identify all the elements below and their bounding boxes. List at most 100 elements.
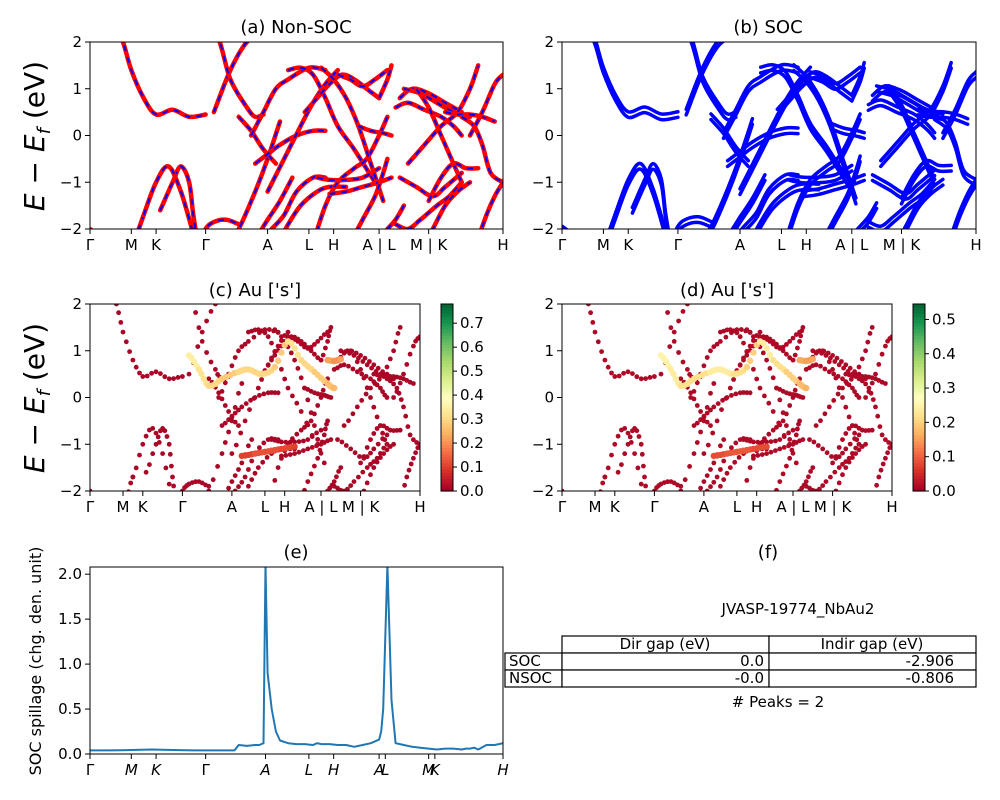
proj-point <box>292 451 297 456</box>
proj-point <box>369 365 374 371</box>
colorbar-cell <box>441 335 453 339</box>
panel-d-xtick-label: K <box>610 498 621 516</box>
proj-point <box>219 389 225 394</box>
proj-point <box>387 378 393 384</box>
proj-point <box>744 352 750 358</box>
band-13-soc-up <box>739 171 800 229</box>
band-37-soc-up <box>932 112 976 182</box>
colorbar-cell <box>913 469 925 473</box>
soc-dir-gap: 0.0 <box>740 652 764 670</box>
proj-point <box>261 440 267 446</box>
proj-point <box>815 443 821 448</box>
proj-point <box>260 459 266 465</box>
proj-point <box>394 385 400 391</box>
panel-a-ytick-label: 0 <box>72 127 82 145</box>
panel-e-x-ticks: Γ M K Γ A L H AL MK H <box>86 754 509 779</box>
panel-d-xtick-label: H <box>886 498 897 516</box>
proj-point <box>786 443 791 449</box>
proj-point <box>265 362 271 368</box>
proj-point <box>609 452 614 458</box>
proj-point <box>265 334 271 340</box>
band-6-soc-up <box>684 42 720 112</box>
colorbar-tick-label: 0.0 <box>460 482 484 500</box>
proj-point <box>323 426 328 432</box>
band-35-soc-dn <box>899 164 953 206</box>
colorbar-cell <box>441 428 453 433</box>
proj-point <box>889 441 892 447</box>
proj-point <box>384 441 390 447</box>
band-23-soc-up <box>826 154 862 229</box>
colorbar-cell <box>441 478 453 483</box>
band-13-soc-dn <box>744 177 800 229</box>
proj-point <box>351 479 357 484</box>
panel-e-xtick-label: K <box>151 761 162 779</box>
proj-point <box>288 350 294 356</box>
proj-point <box>803 479 809 484</box>
proj-point <box>292 439 297 445</box>
colorbar-cell <box>441 416 453 420</box>
proj-point <box>204 318 210 324</box>
proj-point-weighted <box>198 370 205 378</box>
colorbar-cell <box>441 422 453 427</box>
panel-c-ytick-label: −2 <box>60 482 82 500</box>
proj-point <box>840 395 845 400</box>
panel-e-xtick-label: L <box>305 761 313 779</box>
band-36-soc-up <box>916 107 970 121</box>
proj-point <box>822 366 828 372</box>
proj-point <box>130 474 136 480</box>
proj-point <box>840 472 845 478</box>
colorbar-cell <box>441 372 453 377</box>
proj-point <box>143 469 149 475</box>
colorbar-cell <box>913 416 925 420</box>
colorbar-cell <box>913 372 925 377</box>
band-35-dash <box>427 162 479 202</box>
proj-point <box>714 474 720 480</box>
proj-point <box>787 403 793 408</box>
proj-point <box>790 357 796 363</box>
proj-point <box>360 469 366 475</box>
proj-point <box>833 454 839 459</box>
band-6-soc-dn <box>684 42 726 117</box>
proj-point <box>800 437 806 442</box>
proj-point <box>149 370 155 376</box>
proj-point <box>302 487 307 491</box>
colorbar-cell <box>441 444 453 448</box>
proj-point <box>844 381 850 386</box>
proj-point <box>206 483 212 489</box>
proj-point <box>368 395 373 400</box>
proj-point <box>309 434 315 439</box>
proj-point <box>773 448 778 453</box>
proj-point <box>411 437 416 443</box>
panel-e-y-ticks: 2.0 1.5 1.0 0.5 0.0 <box>58 565 90 763</box>
colorbar-cell <box>913 459 925 464</box>
panel-d-ytick-label: 2 <box>544 295 554 313</box>
colorbar-cell <box>441 341 453 346</box>
proj-point <box>249 437 255 442</box>
band-19-dash <box>316 167 380 182</box>
panel-c-xtick-label: A | L <box>304 498 338 516</box>
proj-point <box>711 460 717 466</box>
colorbar-tick-label: 0.4 <box>932 345 956 363</box>
proj-point <box>137 452 142 458</box>
proj-point <box>325 418 330 424</box>
proj-point <box>863 348 868 354</box>
proj-point <box>662 297 667 302</box>
nsoc-dir-gap: -0.0 <box>735 669 764 687</box>
proj-point <box>397 325 403 330</box>
proj-point-weighted <box>670 370 677 378</box>
panel-e-xtick-label: Γ <box>86 761 95 779</box>
panel-e-xtick-label: A <box>373 761 384 779</box>
proj-point <box>401 371 406 377</box>
proj-point <box>186 371 192 377</box>
proj-point <box>404 362 410 367</box>
proj-point <box>285 385 291 391</box>
proj-point-weighted <box>746 357 754 365</box>
proj-point <box>384 432 390 438</box>
proj-point <box>407 351 413 357</box>
proj-point <box>792 387 798 393</box>
panel-c-xtick-label: M | K <box>342 498 381 516</box>
